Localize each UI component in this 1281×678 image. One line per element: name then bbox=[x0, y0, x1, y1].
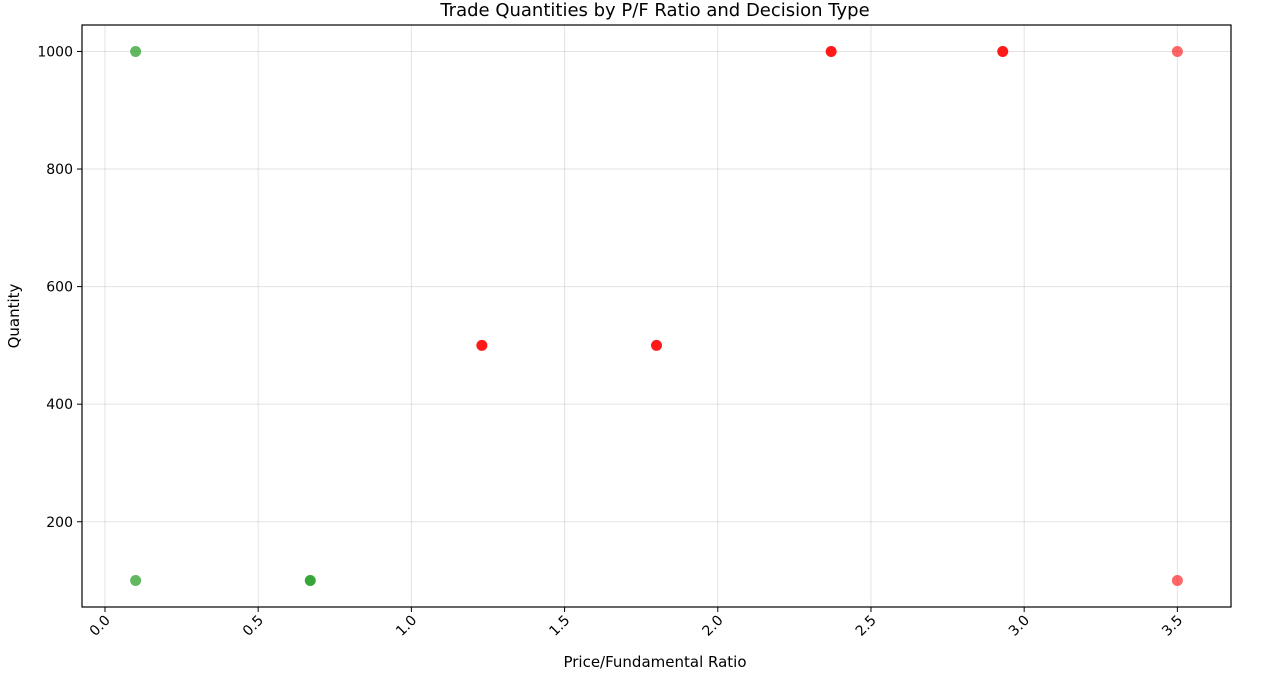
plot-area-frame bbox=[81, 24, 1232, 608]
data-point bbox=[476, 339, 488, 351]
data-point bbox=[130, 45, 142, 57]
x-tick-label: 2.5 bbox=[853, 613, 880, 640]
x-axis-label: Price/Fundamental Ratio bbox=[563, 653, 746, 671]
data-point bbox=[304, 575, 316, 587]
x-tick-label: 1.0 bbox=[393, 613, 420, 640]
y-axis: 200 400 600 800 1000 bbox=[37, 44, 82, 531]
data-point bbox=[1171, 45, 1183, 57]
data-point bbox=[1171, 575, 1183, 587]
x-tick-label: 0.5 bbox=[240, 613, 267, 640]
y-tick-label: 800 bbox=[46, 162, 73, 178]
x-tick-label: 0.0 bbox=[87, 613, 114, 640]
y-tick-label: 600 bbox=[46, 280, 73, 296]
data-point bbox=[651, 339, 662, 351]
y-tick-label: 200 bbox=[46, 515, 73, 531]
y-tick-label: 1000 bbox=[37, 44, 73, 60]
data-points bbox=[130, 45, 1183, 587]
x-tick-label: 3.5 bbox=[1159, 613, 1186, 640]
grid bbox=[82, 25, 1231, 607]
x-axis: 0.0 0.5 1.0 1.5 2.0 2.5 3.0 3.5 bbox=[87, 607, 1186, 640]
data-point bbox=[997, 45, 1009, 57]
x-tick-label: 2.0 bbox=[700, 613, 727, 640]
data-point bbox=[130, 575, 142, 587]
x-tick-label: 1.5 bbox=[546, 613, 573, 640]
y-axis-label: Quantity bbox=[5, 283, 23, 348]
y-tick-label: 400 bbox=[46, 397, 73, 413]
chart-title: Trade Quantities by P/F Ratio and Decisi… bbox=[439, 0, 869, 21]
x-tick-label: 3.0 bbox=[1006, 613, 1033, 640]
data-point bbox=[825, 45, 837, 57]
